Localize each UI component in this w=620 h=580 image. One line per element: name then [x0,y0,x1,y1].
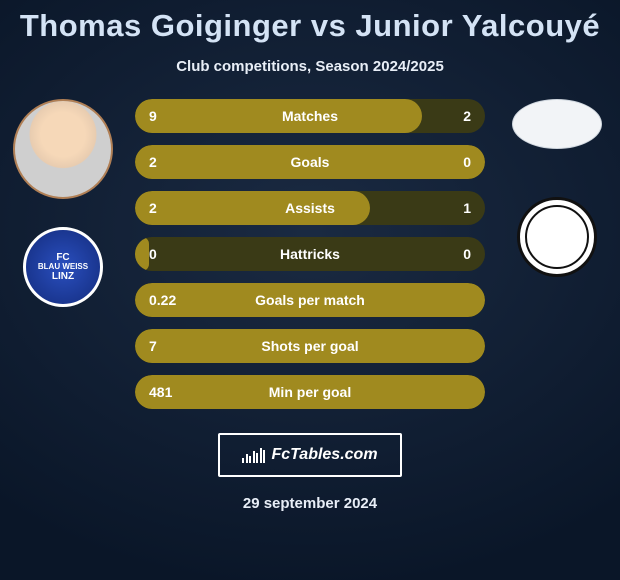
club-badge-left: FC BLAU WEISS LINZ [23,227,103,307]
stat-row: 0 Hattricks 0 [135,237,485,271]
stat-label: Matches [282,108,338,124]
page-title: Thomas Goiginger vs Junior Yalcouyé [20,8,600,44]
stat-label: Hattricks [280,246,340,262]
stat-left-value: 0 [135,246,157,262]
subtitle: Club competitions, Season 2024/2025 [176,58,444,75]
stat-fill [135,99,422,133]
club-left-line1: FC [56,252,69,263]
stat-left-value: 2 [135,200,157,216]
stat-label: Goals [291,154,330,170]
brand-text: FcTables.com [271,446,377,464]
stat-label: Assists [285,200,335,216]
club-left-line2: BLAU WEISS [38,263,88,272]
stat-row: 0.22 Goals per match [135,283,485,317]
stat-right-value: 0 [463,154,471,170]
stat-label: Goals per match [255,292,365,308]
date-text: 29 september 2024 [243,495,377,512]
stat-row: 481 Min per goal [135,375,485,409]
stat-label: Shots per goal [261,338,358,354]
stat-left-value: 9 [135,108,157,124]
player-right-avatar [512,99,602,149]
stat-row: 9 Matches 2 [135,99,485,133]
stat-label: Min per goal [269,384,351,400]
stat-right-value: 2 [463,108,471,124]
stat-left-value: 2 [135,154,157,170]
club-badge-right [517,197,597,277]
stat-row: 2 Assists 1 [135,191,485,225]
stat-row: 2 Goals 0 [135,145,485,179]
club-left-line3: LINZ [52,271,74,282]
metrics-list: 9 Matches 2 2 Goals 0 2 Assists 1 0 Hattricks 0 0.22… [135,99,485,409]
stat-left-value: 7 [135,338,157,354]
stat-row: 7 Shots per goal [135,329,485,363]
stat-right-value: 1 [463,200,471,216]
player-left-avatar [13,99,113,199]
player-right-column [502,99,612,277]
brand-badge: FcTables.com [218,433,402,477]
content-row: FC BLAU WEISS LINZ 9 Matches 2 2 Goals 0 2 Assi… [0,99,620,409]
stat-left-value: 0.22 [135,292,176,308]
stat-left-value: 481 [135,384,172,400]
player-left-column: FC BLAU WEISS LINZ [8,99,118,307]
brand-bars-icon [242,447,265,463]
stat-right-value: 0 [463,246,471,262]
